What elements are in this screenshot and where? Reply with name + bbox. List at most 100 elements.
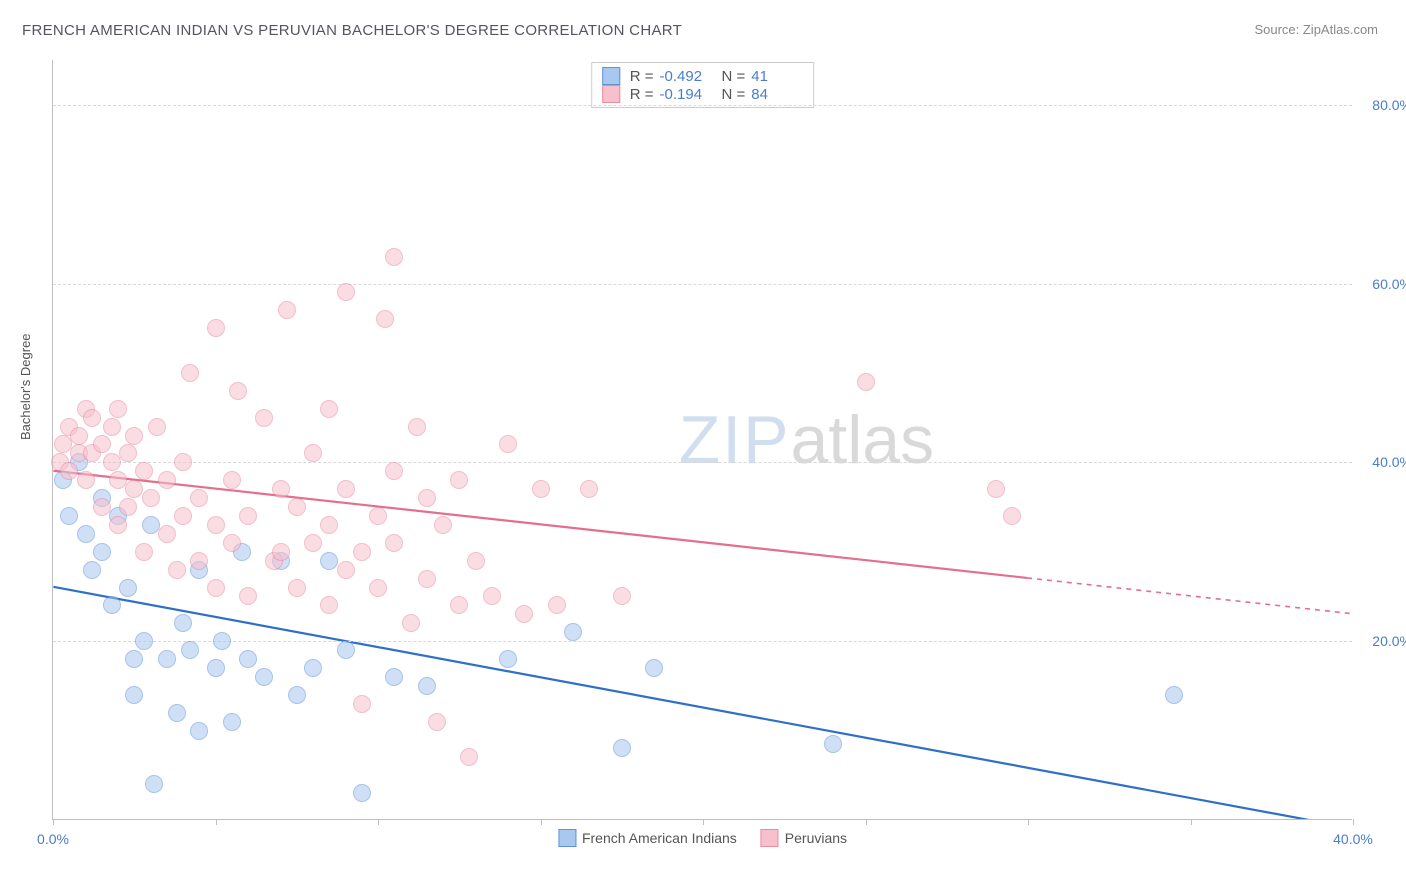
scatter-point xyxy=(70,427,88,445)
scatter-point xyxy=(239,507,257,525)
scatter-point xyxy=(288,686,306,704)
x-tick xyxy=(216,819,217,825)
scatter-point xyxy=(1165,686,1183,704)
scatter-point xyxy=(987,480,1005,498)
scatter-point xyxy=(190,552,208,570)
scatter-point xyxy=(824,735,842,753)
scatter-point xyxy=(60,507,78,525)
scatter-point xyxy=(109,516,127,534)
scatter-point xyxy=(207,579,225,597)
scatter-point xyxy=(158,650,176,668)
scatter-point xyxy=(337,283,355,301)
scatter-point xyxy=(54,435,72,453)
n-value: 84 xyxy=(751,86,803,103)
gridline xyxy=(53,105,1352,106)
scatter-point xyxy=(190,722,208,740)
scatter-point xyxy=(418,570,436,588)
scatter-point xyxy=(207,659,225,677)
y-tick-label: 80.0% xyxy=(1357,97,1406,113)
scatter-point xyxy=(142,489,160,507)
y-axis-title: Bachelor's Degree xyxy=(18,333,33,440)
gridline xyxy=(53,641,1352,642)
r-value: -0.492 xyxy=(660,68,712,85)
scatter-point xyxy=(337,641,355,659)
scatter-point xyxy=(158,471,176,489)
scatter-point xyxy=(320,400,338,418)
scatter-point xyxy=(255,409,273,427)
scatter-point xyxy=(353,784,371,802)
y-tick-label: 60.0% xyxy=(1357,276,1406,292)
scatter-point xyxy=(229,382,247,400)
scatter-point xyxy=(93,543,111,561)
scatter-point xyxy=(304,534,322,552)
scatter-point xyxy=(278,301,296,319)
scatter-point xyxy=(103,418,121,436)
scatter-point xyxy=(83,409,101,427)
r-label: R = xyxy=(630,68,654,85)
scatter-point xyxy=(320,516,338,534)
scatter-point xyxy=(77,471,95,489)
scatter-point xyxy=(580,480,598,498)
scatter-point xyxy=(418,489,436,507)
scatter-point xyxy=(376,310,394,328)
scatter-point xyxy=(103,453,121,471)
scatter-point xyxy=(369,507,387,525)
scatter-point xyxy=(450,596,468,614)
watermark-atlas: atlas xyxy=(790,402,934,478)
scatter-point xyxy=(613,587,631,605)
legend-swatch xyxy=(602,85,620,103)
x-tick xyxy=(53,819,54,825)
scatter-point xyxy=(532,480,550,498)
scatter-point xyxy=(174,453,192,471)
scatter-point xyxy=(109,471,127,489)
legend-swatch xyxy=(602,67,620,85)
scatter-point xyxy=(369,579,387,597)
series-legend: French American Indians Peruvians xyxy=(558,829,847,847)
x-tick xyxy=(1028,819,1029,825)
scatter-point xyxy=(428,713,446,731)
y-tick-label: 20.0% xyxy=(1357,633,1406,649)
scatter-point xyxy=(385,248,403,266)
scatter-point xyxy=(467,552,485,570)
series-legend-label: Peruvians xyxy=(785,830,847,846)
scatter-point xyxy=(320,596,338,614)
scatter-point xyxy=(77,525,95,543)
scatter-point xyxy=(145,775,163,793)
scatter-point xyxy=(613,739,631,757)
watermark-zip: ZIP xyxy=(679,402,791,478)
corr-legend-row: R =-0.194N =84 xyxy=(602,85,804,103)
scatter-point xyxy=(385,534,403,552)
scatter-point xyxy=(499,435,517,453)
r-label: R = xyxy=(630,86,654,103)
x-tick-label: 0.0% xyxy=(37,831,69,847)
series-legend-label: French American Indians xyxy=(582,830,737,846)
scatter-point xyxy=(402,614,420,632)
scatter-point xyxy=(168,704,186,722)
scatter-point xyxy=(181,641,199,659)
gridline xyxy=(53,462,1352,463)
scatter-point xyxy=(223,713,241,731)
n-label: N = xyxy=(722,68,746,85)
scatter-point xyxy=(125,427,143,445)
scatter-point xyxy=(158,525,176,543)
scatter-point xyxy=(460,748,478,766)
scatter-point xyxy=(288,498,306,516)
x-tick xyxy=(703,819,704,825)
scatter-point xyxy=(207,516,225,534)
scatter-point xyxy=(320,552,338,570)
scatter-point xyxy=(304,659,322,677)
scatter-point xyxy=(119,444,137,462)
scatter-point xyxy=(385,668,403,686)
scatter-point xyxy=(181,364,199,382)
scatter-point xyxy=(337,480,355,498)
scatter-point xyxy=(109,400,127,418)
scatter-point xyxy=(564,623,582,641)
trendline-dashed xyxy=(1027,578,1352,614)
scatter-point xyxy=(499,650,517,668)
scatter-point xyxy=(272,480,290,498)
gridline xyxy=(53,284,1352,285)
r-value: -0.194 xyxy=(660,86,712,103)
scatter-point xyxy=(93,498,111,516)
corr-legend-row: R =-0.492N =41 xyxy=(602,67,804,85)
scatter-point xyxy=(515,605,533,623)
